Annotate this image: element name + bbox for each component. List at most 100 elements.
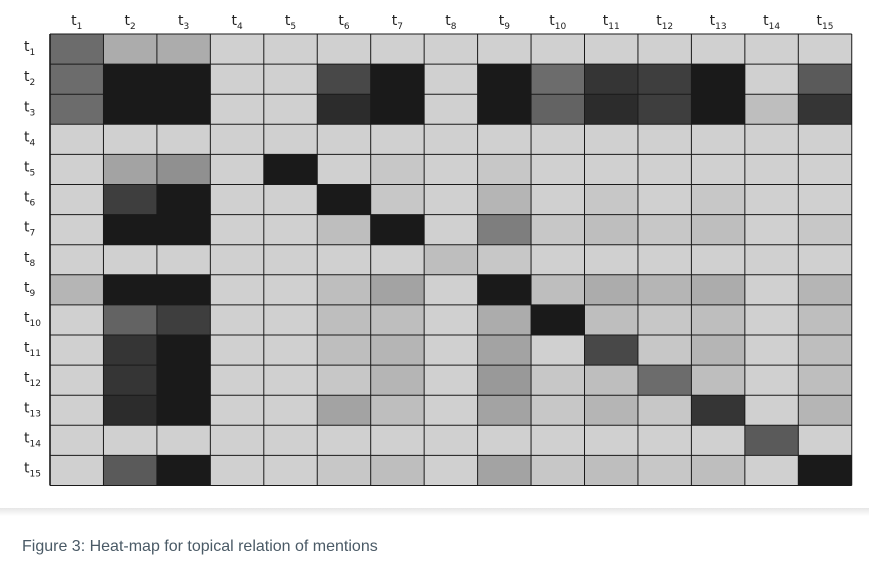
heatmap-cell-r6-c1 bbox=[50, 184, 104, 215]
heatmap-cell-r11-c9 bbox=[477, 335, 532, 366]
heatmap-cell-r5-c11 bbox=[584, 154, 638, 185]
heatmap-cell-r7-c2 bbox=[103, 214, 157, 245]
heatmap-cell-r13-c11 bbox=[584, 395, 638, 426]
heatmap-cell-r7-c13 bbox=[691, 214, 745, 245]
x-tick-label-11: t11 bbox=[603, 13, 620, 32]
heatmap-cell-r15-c2 bbox=[103, 455, 157, 486]
heatmap-cell-r14-c12 bbox=[637, 425, 692, 456]
x-tick-label-7: t7 bbox=[392, 13, 403, 32]
heatmap-cell-r10-c11 bbox=[584, 304, 638, 335]
heatmap-cell-r8-c12 bbox=[637, 244, 692, 275]
x-tick-label-10: t10 bbox=[549, 13, 566, 32]
y-tick-label-8: t8 bbox=[24, 250, 36, 269]
heatmap-cell-r12-c7 bbox=[370, 365, 425, 396]
heatmap-cell-r11-c7 bbox=[370, 335, 425, 366]
x-tick-label-3: t3 bbox=[178, 13, 189, 32]
y-tick-label-2: t2 bbox=[24, 69, 35, 88]
heatmap-cell-r14-c2 bbox=[103, 425, 157, 456]
heatmap-cell-r1-c9 bbox=[477, 34, 532, 65]
heatmap-cell-r8-c8 bbox=[424, 244, 478, 275]
heatmap-cell-r1-c13 bbox=[691, 34, 745, 65]
x-tick-label-8: t8 bbox=[445, 13, 457, 32]
heatmap-cell-r13-c7 bbox=[370, 395, 425, 426]
heatmap-cell-r6-c5 bbox=[263, 184, 318, 215]
heatmap-cell-r11-c6 bbox=[317, 335, 371, 366]
heatmap-cell-r8-c1 bbox=[50, 244, 104, 275]
heatmap-cell-r3-c3 bbox=[156, 94, 211, 125]
heatmap-cell-r8-c9 bbox=[477, 244, 532, 275]
heatmap-cell-r15-c15 bbox=[798, 455, 852, 486]
heatmap-cell-r3-c10 bbox=[531, 94, 585, 125]
x-tick-label-1: t1 bbox=[71, 13, 82, 32]
heatmap-cell-r15-c5 bbox=[263, 455, 318, 486]
y-tick-label-14: t14 bbox=[24, 430, 41, 449]
heatmap-cell-r12-c15 bbox=[798, 365, 852, 396]
x-tick-label-14: t14 bbox=[763, 13, 780, 32]
heatmap-cell-r10-c1 bbox=[50, 304, 104, 335]
heatmap-cell-r2-c9 bbox=[477, 64, 532, 95]
heatmap-cell-r4-c3 bbox=[156, 124, 211, 155]
heatmap-cell-r7-c10 bbox=[531, 214, 585, 245]
heatmap-cell-r12-c5 bbox=[263, 365, 318, 396]
heatmap-cell-r9-c8 bbox=[424, 274, 478, 305]
heatmap-cell-r14-c6 bbox=[317, 425, 371, 456]
heatmap-cell-r3-c9 bbox=[477, 94, 532, 125]
heatmap-cell-r12-c1 bbox=[50, 365, 104, 396]
heatmap-cell-r3-c7 bbox=[370, 94, 425, 125]
heatmap-cell-r13-c15 bbox=[798, 395, 852, 426]
heatmap-cell-r5-c9 bbox=[477, 154, 532, 185]
heatmap-cell-r4-c10 bbox=[531, 124, 585, 155]
heatmap-cell-r2-c15 bbox=[798, 64, 852, 95]
heatmap-cell-r6-c9 bbox=[477, 184, 532, 215]
heatmap-cell-r12-c4 bbox=[210, 365, 264, 396]
figure-caption: Figure 3: Heat-map for topical relation … bbox=[22, 538, 378, 555]
heatmap-cell-r14-c10 bbox=[531, 425, 585, 456]
heatmap-cell-r10-c8 bbox=[424, 304, 478, 335]
heatmap-cell-r1-c8 bbox=[424, 34, 478, 65]
heatmap-cell-r14-c3 bbox=[156, 425, 211, 456]
heatmap-cell-r8-c2 bbox=[103, 244, 157, 275]
heatmap-cell-r2-c8 bbox=[424, 64, 478, 95]
heatmap-cell-r12-c8 bbox=[424, 365, 478, 396]
heatmap-cell-r11-c8 bbox=[424, 335, 478, 366]
heatmap-cell-r6-c6 bbox=[317, 184, 371, 215]
heatmap-cell-r3-c14 bbox=[744, 94, 799, 125]
heatmap-cell-r15-c11 bbox=[584, 455, 638, 486]
figure-panel: t1 t2 t3 t4 t5 t6 t7 t8 t9 t10 t11 t12 t13 t14 t15 t1 t… bbox=[24, 13, 853, 486]
heatmap-cell-r2-c5 bbox=[263, 64, 318, 95]
heatmap-cell-r11-c11 bbox=[584, 335, 638, 366]
y-tick-label-13: t13 bbox=[24, 400, 41, 419]
heatmap-cell-r8-c11 bbox=[584, 244, 638, 275]
heatmap-cell-r6-c12 bbox=[637, 184, 692, 215]
heatmap-cell-r4-c11 bbox=[584, 124, 638, 155]
heatmap-cell-r8-c14 bbox=[744, 244, 799, 275]
x-tick-labels: t1 t2 t3 t4 t5 t6 t7 t8 t9 t10 t11 t12 t13 t14 t15 bbox=[71, 13, 833, 32]
heatmap-cell-r4-c12 bbox=[637, 124, 692, 155]
heatmap-cell-r4-c7 bbox=[370, 124, 425, 155]
heatmap-cell-r7-c5 bbox=[263, 214, 318, 245]
heatmap-cell-r1-c14 bbox=[744, 34, 799, 65]
heatmap-cell-r7-c9 bbox=[477, 214, 532, 245]
heatmap-cell-r15-c1 bbox=[50, 455, 104, 486]
heatmap-cell-r12-c6 bbox=[317, 365, 371, 396]
heatmap-cell-r15-c12 bbox=[637, 455, 692, 486]
x-tick-label-12: t12 bbox=[656, 13, 673, 32]
heatmap-cell-r1-c7 bbox=[370, 34, 425, 65]
heatmap-cell-r15-c14 bbox=[744, 455, 799, 486]
heatmap-cell-r9-c5 bbox=[263, 274, 318, 305]
heatmap-cell-r11-c13 bbox=[691, 335, 745, 366]
heatmap-cell-r8-c6 bbox=[317, 244, 371, 275]
x-tick-label-2: t2 bbox=[125, 13, 136, 32]
heatmap-cell-r13-c12 bbox=[637, 395, 692, 426]
heatmap-cell-r2-c10 bbox=[531, 64, 585, 95]
heatmap-cell-r7-c1 bbox=[50, 214, 104, 245]
heatmap-cell-r9-c9 bbox=[477, 274, 532, 305]
heatmap-cell-r2-c3 bbox=[156, 64, 211, 95]
heatmap-cell-r2-c1 bbox=[50, 64, 104, 95]
heatmap-cell-r15-c9 bbox=[477, 455, 532, 486]
heatmap-cell-r9-c6 bbox=[317, 274, 371, 305]
y-tick-labels: t1 t2 t3 t4 t5 t6 t7 t8 t9 t10 t11 t12 t13 t14 t15 bbox=[24, 39, 41, 479]
heatmap-cell-r7-c12 bbox=[637, 214, 692, 245]
heatmap-cell-r1-c12 bbox=[637, 34, 692, 65]
heatmap-cell-r11-c3 bbox=[156, 335, 211, 366]
